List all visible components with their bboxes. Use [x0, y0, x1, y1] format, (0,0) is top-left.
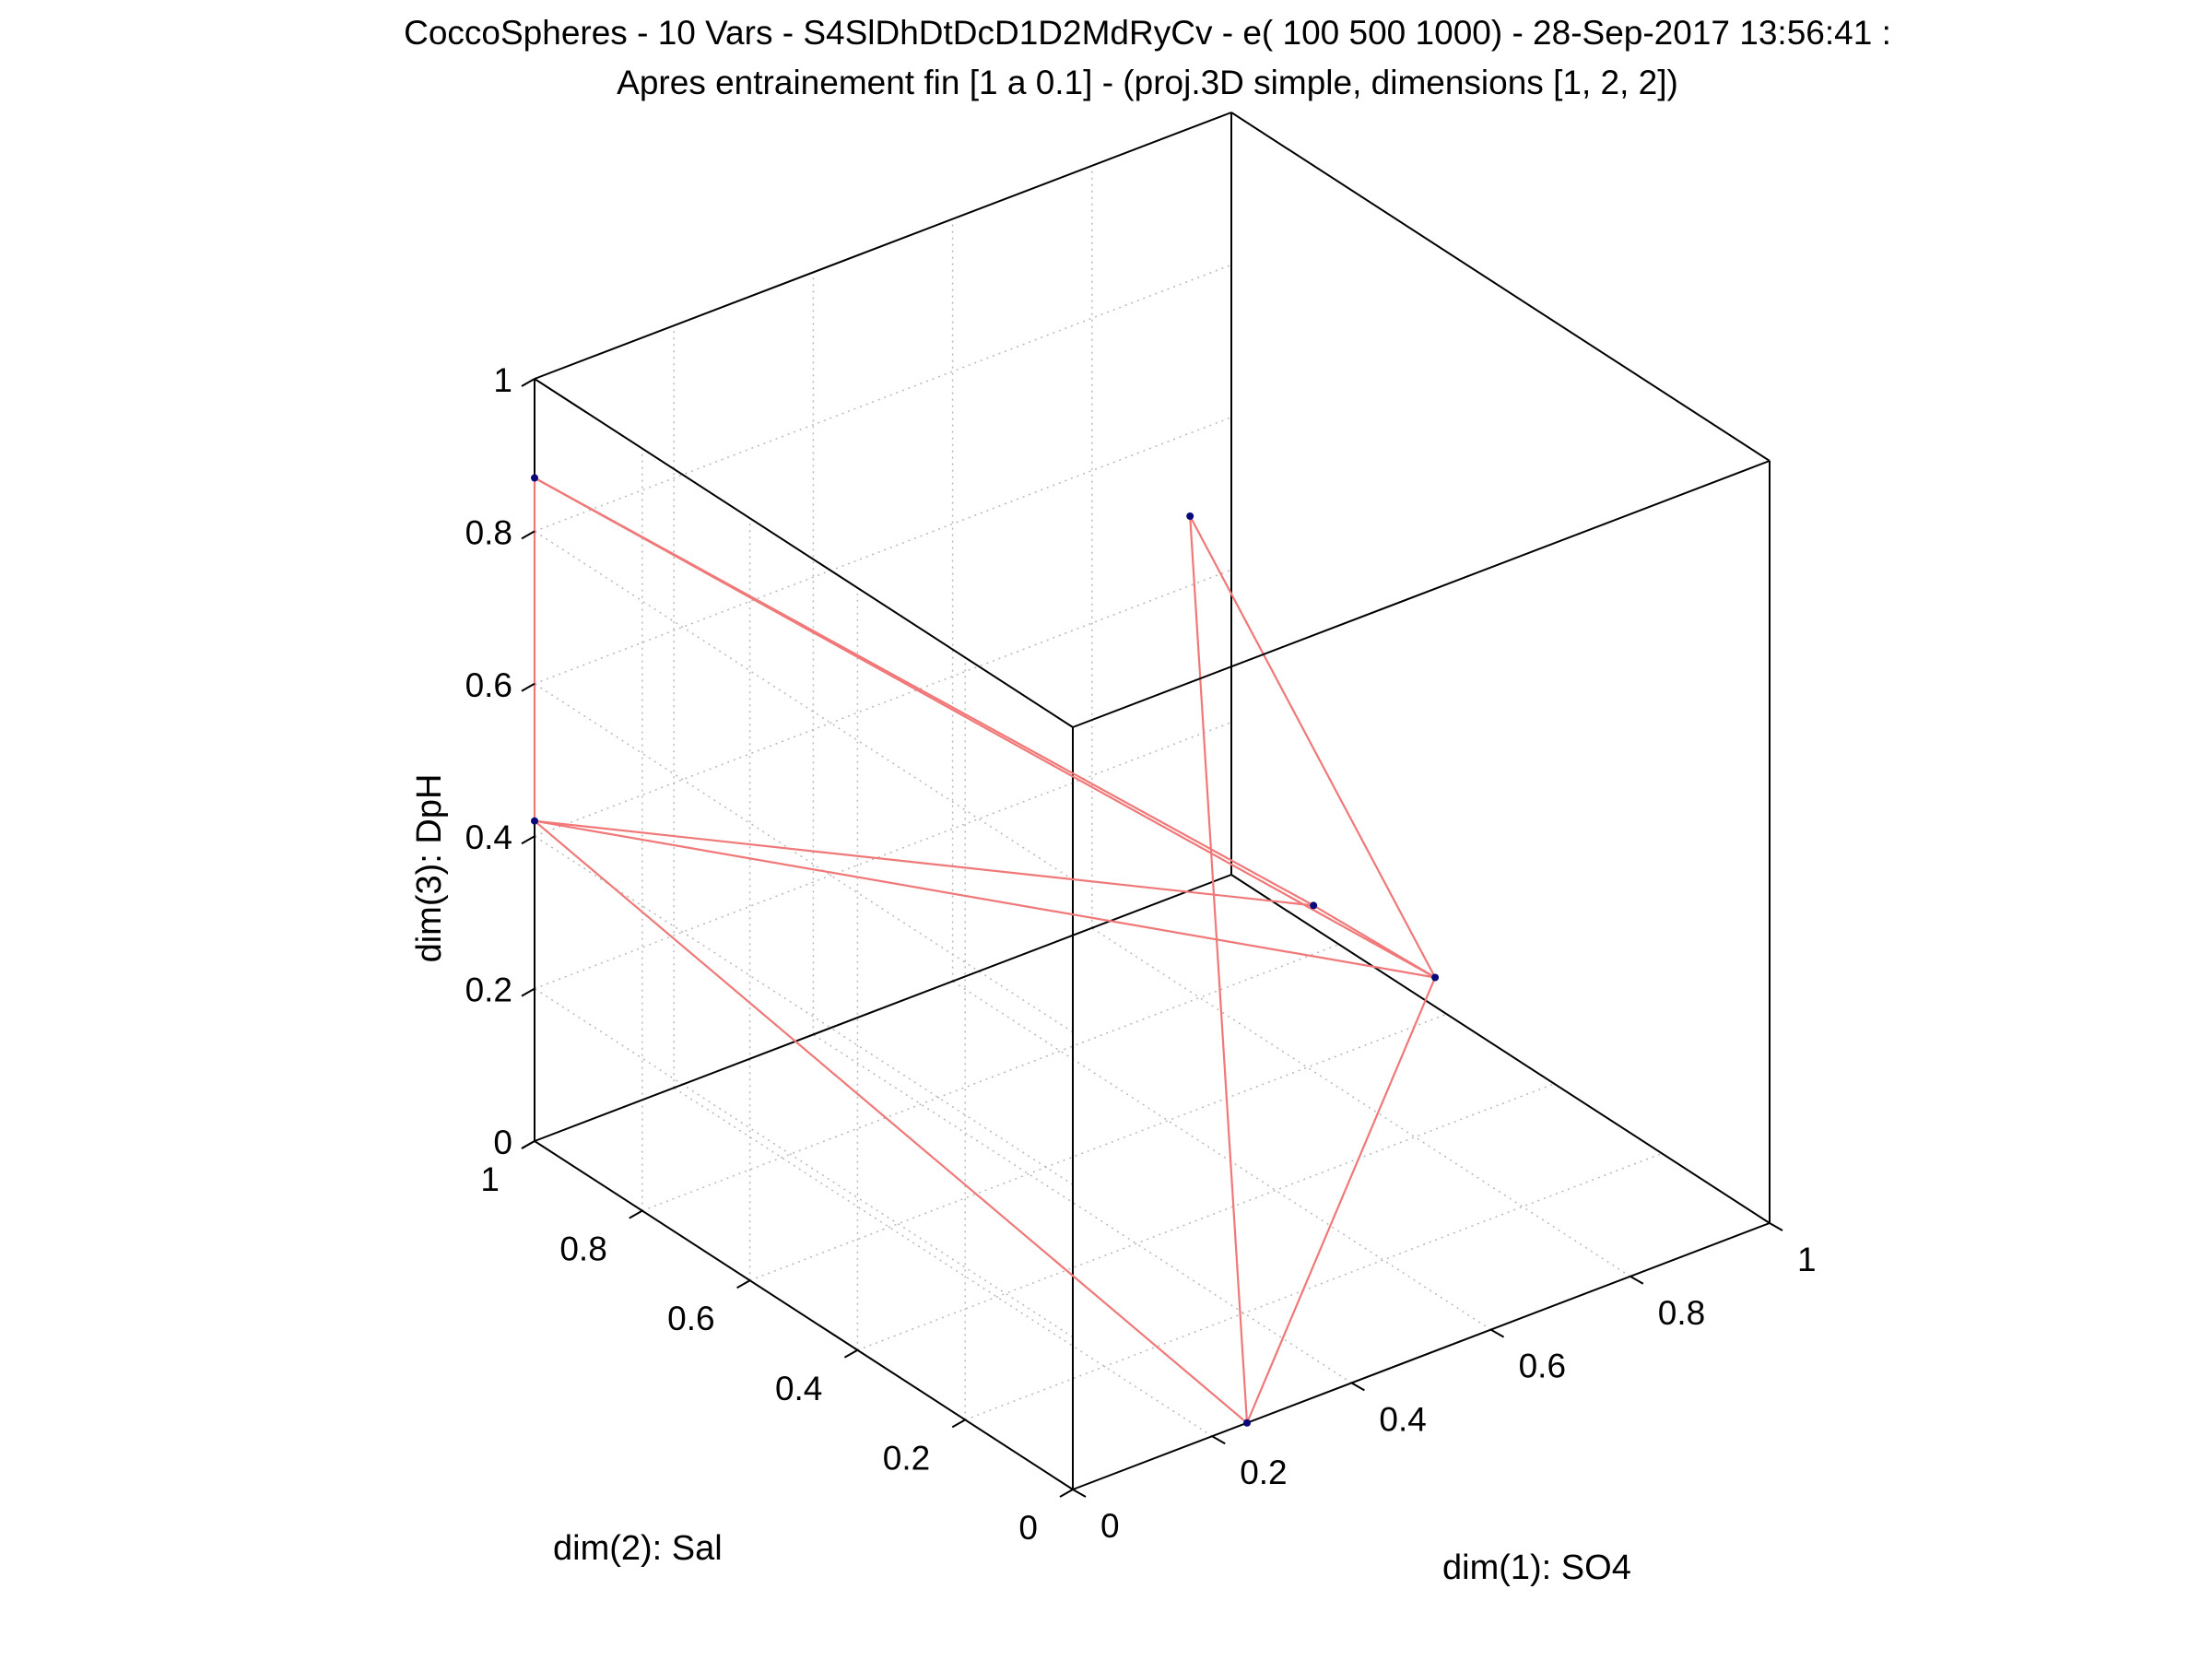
axis-ticks: 00.20.40.60.8100.20.40.60.8100.20.40.60.…	[465, 361, 1817, 1547]
chart-title-line-1: CoccoSpheres - 10 Vars - S4SlDhDtDcD1D2M…	[404, 14, 1891, 52]
series-node	[531, 817, 538, 825]
series-edge	[534, 477, 1436, 979]
grid-line	[673, 1087, 1213, 1437]
x-tick-mark	[1490, 1328, 1505, 1338]
grid-line	[857, 1083, 1555, 1351]
axes-box-back	[534, 112, 1771, 1490]
box-edge-front	[1230, 112, 1771, 462]
grid-line	[749, 1013, 1447, 1281]
box-edge-back	[534, 874, 1232, 1142]
series-edge	[1189, 515, 1437, 979]
x-tick-mark	[1350, 1382, 1365, 1392]
z-tick-mark	[521, 835, 535, 845]
z-tick-mark	[521, 378, 535, 387]
x-tick-mark	[1072, 1489, 1087, 1498]
z-tick-label: 0.6	[465, 666, 512, 704]
grid-line	[534, 721, 1232, 990]
x-tick-label: 0.6	[1519, 1348, 1566, 1385]
y-tick-label: 1	[480, 1160, 500, 1198]
box-edge-front	[534, 378, 1074, 728]
series-node	[1243, 1419, 1251, 1427]
z-axis-label: dim(3): DpH	[410, 774, 449, 963]
x-tick-label: 0	[1100, 1507, 1120, 1545]
network-edges	[533, 477, 1437, 1424]
grid-line	[534, 569, 1232, 837]
axes-box-front	[534, 112, 1771, 728]
grid-line	[812, 1033, 1352, 1384]
series-edge	[534, 819, 1314, 907]
series-edge	[1189, 515, 1249, 1423]
x-tick-mark	[1211, 1435, 1226, 1445]
grid-line	[1091, 927, 1631, 1277]
y-tick-mark	[951, 1419, 966, 1429]
z-tick-mark	[521, 682, 535, 692]
grid-line	[641, 943, 1340, 1212]
x-tick-mark	[1769, 1222, 1783, 1231]
box-edge-front	[1072, 460, 1771, 728]
y-tick-label: 0.2	[883, 1439, 930, 1477]
y-tick-mark	[629, 1209, 643, 1219]
z-tick-label: 1	[493, 361, 512, 399]
grid-line	[534, 530, 1074, 881]
series-node	[1186, 512, 1194, 520]
y-tick-mark	[843, 1348, 858, 1359]
x-tick-label: 0.8	[1658, 1294, 1705, 1332]
y-tick-mark	[1059, 1489, 1074, 1498]
x-tick-label: 0.2	[1240, 1454, 1287, 1491]
box-edge-back	[1072, 1222, 1771, 1490]
network-nodes	[531, 474, 1440, 1427]
series-edge	[534, 819, 1436, 979]
grid-line	[964, 1152, 1663, 1421]
grid-line	[534, 987, 1074, 1338]
chart-title-line-2: Apres entrainement fin [1 a 0.1] - (proj…	[617, 64, 1678, 101]
y-tick-mark	[736, 1279, 751, 1289]
x-tick-mark	[1630, 1275, 1644, 1285]
box-edge-front	[534, 112, 1232, 380]
x-tick-label: 1	[1797, 1241, 1817, 1278]
box-edge-back	[534, 1140, 1074, 1490]
y-tick-label: 0.6	[667, 1300, 714, 1337]
series-node	[1431, 973, 1440, 982]
grid-line	[534, 417, 1232, 685]
z-tick-mark	[521, 530, 535, 540]
x-axis-label: dim(1): SO4	[1442, 1548, 1631, 1587]
series-node	[1310, 901, 1318, 910]
grid-lines	[534, 112, 1771, 1490]
x-tick-label: 0.4	[1379, 1400, 1426, 1438]
z-tick-label: 0	[493, 1124, 512, 1161]
y-tick-label: 0.4	[775, 1370, 822, 1407]
z-tick-label: 0.2	[465, 971, 512, 1009]
y-tick-label: 0	[1018, 1509, 1038, 1547]
series-node	[531, 474, 538, 482]
grid-line	[534, 683, 1074, 1033]
box-edge-back	[1230, 874, 1771, 1224]
y-tick-mark	[521, 1140, 535, 1149]
series-edge	[1312, 904, 1436, 979]
z-tick-label: 0.4	[465, 818, 512, 856]
z-tick-mark	[521, 987, 535, 997]
grid-line	[534, 264, 1232, 533]
y-tick-label: 0.8	[559, 1230, 606, 1268]
z-tick-label: 0.8	[465, 513, 512, 551]
series-edge	[534, 819, 1248, 1424]
y-axis-label: dim(2): Sal	[553, 1529, 723, 1568]
series-edge	[1245, 977, 1437, 1424]
